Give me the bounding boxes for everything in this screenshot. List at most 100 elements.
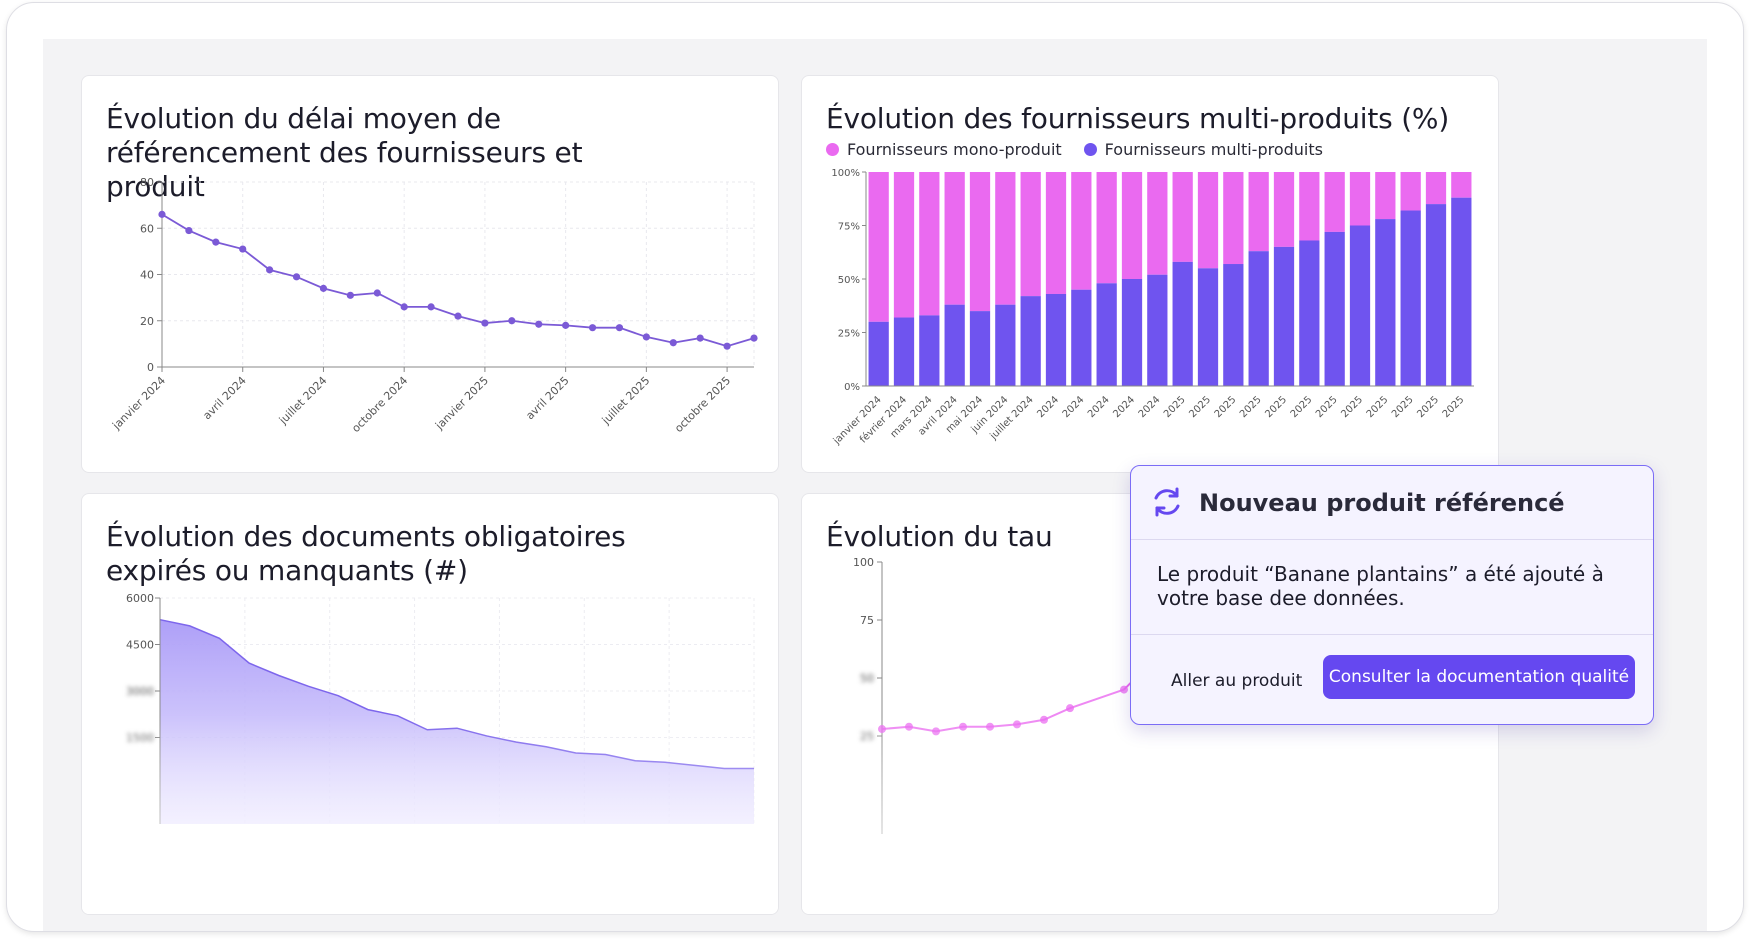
x-tick-label: 2025 bbox=[1263, 394, 1289, 420]
y-tick-label: 4500 bbox=[126, 639, 154, 652]
rate-chart-title: Évolution du tau bbox=[826, 520, 1053, 553]
data-point bbox=[878, 725, 886, 734]
legend-label-mono: Fournisseurs mono-produit bbox=[847, 140, 1062, 159]
x-tick-label: 2025 bbox=[1365, 394, 1391, 420]
delay-chart-title: Évolution du délai moyen de référencemen… bbox=[106, 102, 583, 203]
toast-actions: Aller au produit Consulter la documentat… bbox=[1131, 634, 1653, 725]
y-tick-label: 80 bbox=[140, 176, 154, 189]
bar-multi bbox=[1121, 279, 1143, 386]
x-tick-label: 2025 bbox=[1238, 394, 1264, 420]
legend-swatch-multi bbox=[1083, 143, 1097, 156]
x-tick-label: 2025 bbox=[1441, 394, 1467, 420]
documents-area-chart: 6000 4500 3000 1500 bbox=[126, 592, 755, 824]
y-tick-label: 1500 bbox=[126, 732, 154, 745]
bar-multi bbox=[1045, 293, 1067, 386]
x-tick-label: juillet 2024 bbox=[276, 374, 330, 428]
data-point bbox=[373, 289, 381, 297]
bar-mono bbox=[1223, 172, 1244, 265]
x-tick-label: 2025 bbox=[1162, 394, 1188, 420]
bar-mono bbox=[1451, 172, 1472, 198]
bar-multi bbox=[1273, 246, 1295, 386]
data-point bbox=[932, 727, 940, 736]
bar-mono bbox=[1324, 172, 1345, 232]
y-tick-label: 20 bbox=[140, 315, 154, 328]
x-tick-label: avril 2024 bbox=[200, 374, 248, 422]
bar-multi bbox=[893, 317, 915, 386]
data-point bbox=[1066, 704, 1074, 713]
data-point bbox=[642, 333, 650, 341]
view-quality-docs-button[interactable]: Consulter la documentation qualité bbox=[1323, 655, 1635, 699]
go-to-product-button[interactable]: Aller au produit bbox=[1171, 671, 1303, 691]
bar-mono bbox=[893, 172, 915, 318]
y-tick-label: 25 bbox=[860, 730, 874, 743]
delay-chart-card: Évolution du délai moyen de référencemen… bbox=[81, 75, 779, 473]
legend-label-multi: Fournisseurs multi-produits bbox=[1104, 140, 1323, 159]
y-tick-label: 100 bbox=[853, 556, 874, 569]
data-point bbox=[615, 324, 624, 332]
bar-multi bbox=[1451, 197, 1472, 386]
bar-mono bbox=[1425, 172, 1447, 205]
data-point bbox=[239, 245, 247, 253]
bar-multi bbox=[1020, 296, 1041, 386]
x-tick-label: 2024 bbox=[1086, 394, 1112, 420]
y-tick-label: 100% bbox=[831, 168, 860, 179]
data-point bbox=[535, 320, 543, 328]
data-point bbox=[1040, 715, 1048, 724]
data-point bbox=[454, 312, 462, 320]
bar-multi bbox=[1147, 274, 1168, 386]
data-point bbox=[562, 321, 570, 329]
y-tick-label: 0 bbox=[147, 361, 154, 374]
data-point bbox=[723, 342, 731, 350]
bar-mono bbox=[1400, 172, 1421, 211]
x-tick-label: 2025 bbox=[1339, 394, 1365, 420]
bar-multi bbox=[1248, 251, 1269, 386]
bar-mono bbox=[1045, 172, 1067, 294]
bar-mono bbox=[969, 172, 991, 312]
bar-mono bbox=[1349, 172, 1371, 226]
data-point bbox=[1013, 720, 1021, 729]
bar-multi bbox=[1400, 210, 1421, 386]
x-tick-label: 2024 bbox=[1111, 394, 1137, 420]
x-tick-label: 2024 bbox=[1061, 394, 1087, 420]
data-point bbox=[481, 319, 489, 327]
bar-mono bbox=[944, 172, 965, 305]
multi-products-chart-card: Évolution des fournisseurs multi-produit… bbox=[801, 75, 1499, 473]
data-point bbox=[292, 273, 301, 281]
bar-multi bbox=[1172, 261, 1193, 386]
bar-multi bbox=[1324, 231, 1345, 386]
data-point bbox=[185, 226, 193, 235]
bar-multi bbox=[919, 315, 940, 386]
x-tick-label: 2025 bbox=[1390, 394, 1416, 420]
bar-mono bbox=[1273, 172, 1295, 247]
y-tick-label: 25% bbox=[838, 329, 860, 340]
bar-mono bbox=[1375, 172, 1396, 220]
data-point bbox=[669, 339, 677, 347]
data-point bbox=[588, 324, 597, 332]
bar-mono bbox=[1299, 172, 1320, 241]
series-line bbox=[161, 213, 755, 348]
area-fill bbox=[160, 619, 754, 824]
bar-mono bbox=[1248, 172, 1269, 252]
bar-multi bbox=[868, 321, 889, 386]
y-tick-label: 50% bbox=[838, 275, 860, 286]
x-tick-label: 2024 bbox=[1137, 394, 1163, 420]
data-point bbox=[427, 303, 435, 311]
y-tick-label: 60 bbox=[140, 222, 154, 235]
bar-mono bbox=[995, 172, 1016, 305]
refresh-icon bbox=[1154, 487, 1180, 517]
data-point bbox=[158, 210, 166, 218]
x-tick-label: 2025 bbox=[1289, 394, 1315, 420]
y-tick-label: 75 bbox=[860, 614, 874, 627]
bar-mono bbox=[1071, 172, 1092, 290]
bar-multi bbox=[1096, 283, 1117, 386]
documents-chart-card: Évolution des documents obligatoires exp… bbox=[81, 493, 779, 915]
documents-chart-title: Évolution des documents obligatoires exp… bbox=[106, 520, 626, 587]
toast-header: Nouveau produit référencé bbox=[1131, 466, 1653, 540]
bar-multi bbox=[1071, 289, 1092, 386]
bar-multi bbox=[995, 304, 1016, 386]
toast-title: Nouveau produit référencé bbox=[1199, 489, 1565, 517]
data-point bbox=[986, 722, 994, 731]
bar-multi bbox=[944, 304, 965, 386]
y-tick-label: 50 bbox=[860, 672, 874, 685]
